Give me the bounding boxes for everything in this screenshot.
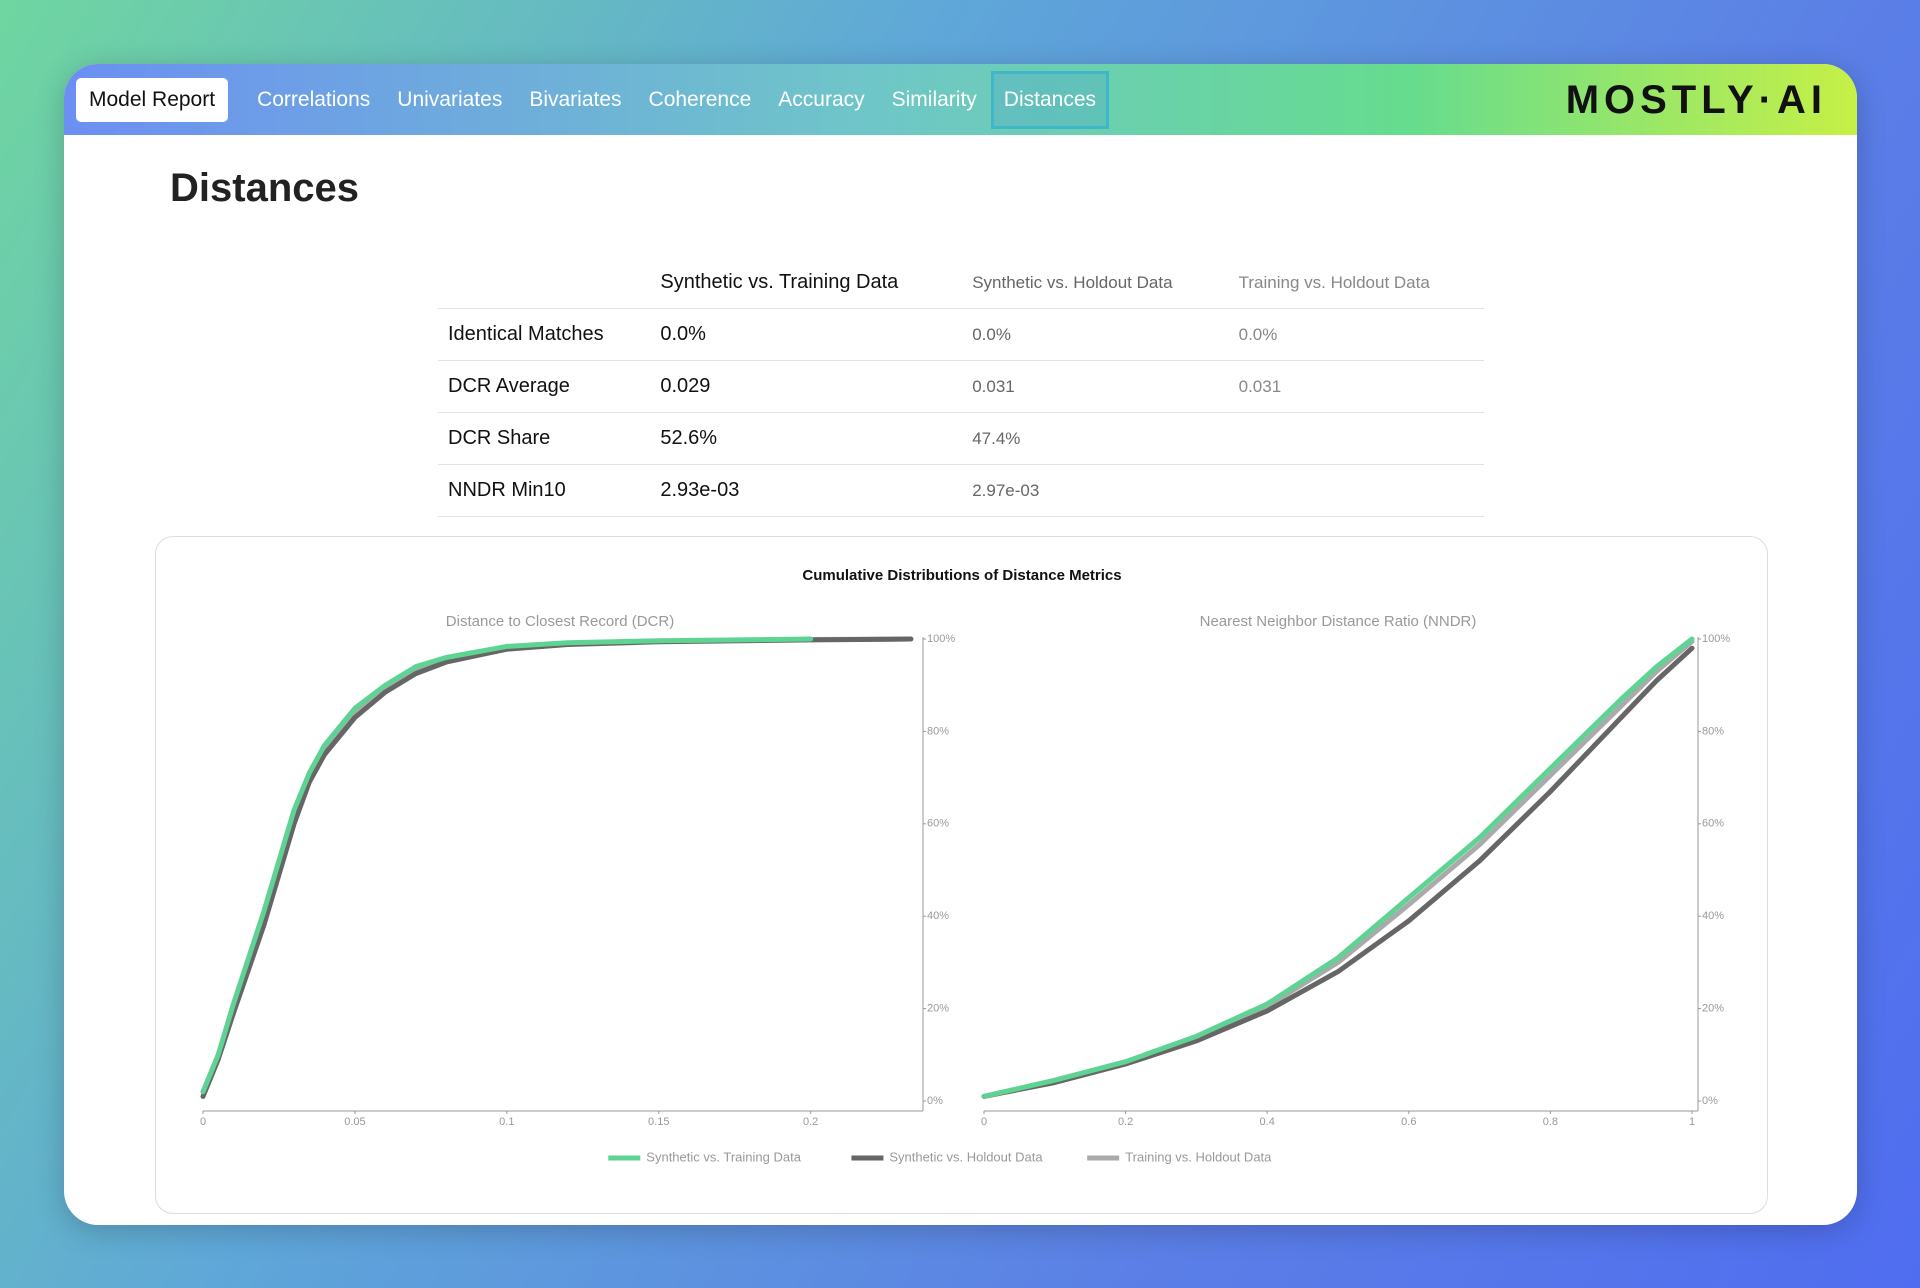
legend-label: Training vs. Holdout Data [1125,1149,1272,1164]
chart-subtitle: Distance to Closest Record (DCR) [446,613,674,630]
x-tick-label: 0.1 [499,1116,514,1128]
header-cell: Training vs. Holdout Data [1228,257,1484,309]
series-line [981,645,1695,1099]
table-row: DCR Average 0.029 0.031 0.031 [438,360,1484,413]
table-cell: DCR Average [438,360,651,413]
chart-panel: Cumulative Distributions of Distance Met… [155,536,1768,1214]
series-line [200,636,914,1095]
report-card: Model Report Correlations Univariates Bivar… [64,64,1857,1225]
series-line [981,636,1695,1099]
table-cell: 0.031 [1228,360,1484,413]
table-cell: DCR Share [438,412,651,465]
header-cell [438,257,651,309]
nav-tab[interactable]: Similarity [891,87,977,111]
table-row: NNDR Min10 2.93e-03 2.97e-03 [438,464,1484,517]
table-cell: 2.93e-03 [650,464,963,517]
series-line [200,636,814,1095]
brand-logo: MOSTLY·AI [1565,78,1827,122]
table-cell: 0.029 [650,360,963,413]
x-tick-label: 0.05 [344,1116,365,1128]
charts: Cumulative Distributions of Distance Met… [200,567,1730,1164]
table-cell: 0.0% [1228,308,1484,361]
nav-tab[interactable]: Coherence [648,87,752,111]
y-tick-label: 60% [927,818,949,830]
x-tick-label: 0.8 [1543,1116,1558,1128]
x-tick-label: 0.2 [1118,1116,1133,1128]
y-tick-label: 100% [927,633,955,645]
page-heading: Distances [170,166,359,210]
table-row: DCR Share 52.6% 47.4% [438,412,1484,465]
legend-label: Synthetic vs. Holdout Data [889,1149,1043,1164]
x-tick-label: 0 [200,1116,206,1128]
y-tick-label: 100% [1702,633,1730,645]
y-tick-label: 40% [927,910,949,922]
table-row: Identical Matches 0.0% 0.0% 0.0% [438,308,1484,361]
x-tick-label: 0.2 [803,1116,818,1128]
y-tick-label: 80% [1702,725,1724,737]
y-tick-label: 80% [927,725,949,737]
y-tick-label: 20% [1702,1003,1724,1015]
x-tick-label: 0.4 [1260,1116,1275,1128]
x-tick-label: 0.6 [1401,1116,1416,1128]
series-line [200,636,914,1099]
distance-table: Synthetic vs. Training Data Synthetic vs.… [438,257,1484,517]
nav-tab[interactable]: Bivariates [529,87,622,111]
header-cell: Synthetic vs. Training Data [650,257,963,309]
table-cell: Identical Matches [438,308,651,361]
nav-tab[interactable]: Univariates [397,87,503,111]
table-cell: 2.97e-03 [962,464,1229,517]
nav-tab[interactable]: Model Report [76,77,229,122]
table-cell: 0.0% [650,308,963,361]
x-tick-label: 0 [981,1116,987,1128]
y-tick-label: 40% [1702,910,1724,922]
legend-label: Synthetic vs. Training Data [646,1149,801,1164]
nav-tab[interactable]: Accuracy [778,87,865,111]
y-tick-label: 0% [927,1095,943,1107]
panel-title: Cumulative Distributions of Distance Met… [802,567,1121,584]
table-cell: 47.4% [962,412,1229,465]
x-tick-label: 0.15 [648,1116,669,1128]
nav-bar: Model Report Correlations Univariates Bivar… [64,64,1857,135]
nav-tab[interactable]: Correlations [257,87,371,111]
table-cell: 0.0% [962,308,1229,361]
series-line [981,638,1695,1099]
header-cell: Synthetic vs. Holdout Data [962,257,1229,309]
table-cell [1228,412,1484,465]
table-cell: NNDR Min10 [438,464,651,517]
table-cell [1228,464,1484,517]
nav-tab[interactable]: Distances [990,70,1109,129]
y-tick-label: 0% [1702,1095,1718,1107]
x-tick-label: 1 [1689,1116,1695,1128]
y-tick-label: 60% [1702,818,1724,830]
y-tick-label: 20% [927,1003,949,1015]
header-row: Synthetic vs. Training Data Synthetic vs.… [438,257,1484,309]
chart-subtitle: Nearest Neighbor Distance Ratio (NNDR) [1200,613,1477,630]
table-cell: 0.031 [962,360,1229,413]
table-cell: 52.6% [650,412,963,465]
